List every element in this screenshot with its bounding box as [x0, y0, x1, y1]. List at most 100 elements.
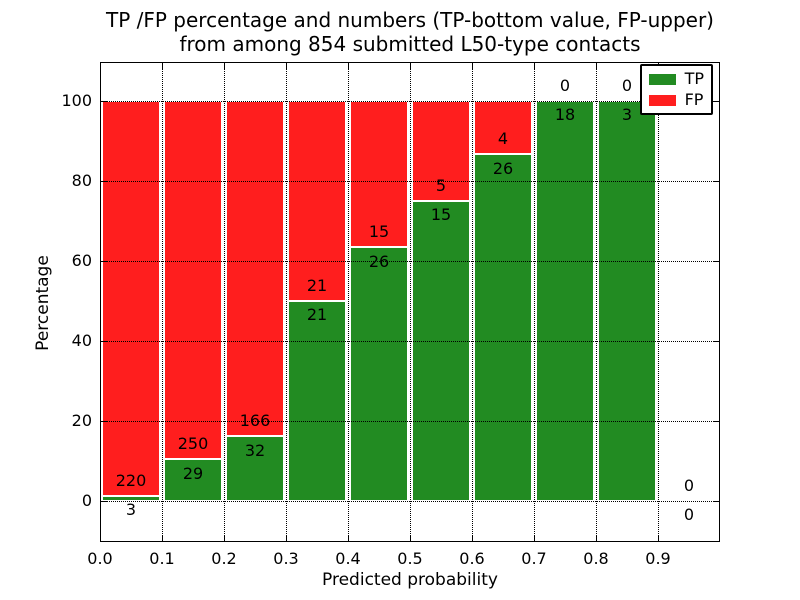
y-axis-tick: [101, 100, 107, 102]
y-tick-label: 20: [71, 411, 92, 430]
x-axis-label: Predicted probability: [322, 570, 498, 590]
fp-count-label: 166: [239, 411, 271, 430]
x-axis-top-tick: [533, 63, 535, 69]
y-tick-label: 0: [81, 491, 92, 510]
x-axis-tick: [347, 535, 349, 541]
tp-count-label: 3: [621, 105, 633, 125]
x-axis-top-tick: [161, 63, 163, 69]
x-axis-top-tick: [99, 63, 101, 69]
y-axis-right-tick: [713, 500, 719, 502]
x-tick-label: 0.4: [335, 549, 361, 568]
x-axis-tick: [223, 535, 225, 541]
x-axis-tick: [595, 535, 597, 541]
x-tick-label: 0.7: [521, 549, 547, 568]
fp-count-label: 5: [435, 175, 447, 195]
tp-count-label: 3: [125, 500, 137, 520]
y-tick-label: 80: [71, 171, 92, 190]
legend-row-tp: TP: [648, 71, 704, 87]
y-axis-tick: [101, 500, 107, 502]
x-axis-top-tick: [471, 63, 473, 69]
tp-bar-segment: [598, 101, 656, 501]
tp-bar-segment: [412, 201, 470, 501]
x-axis-top-tick: [285, 63, 287, 69]
x-axis-tick: [161, 535, 163, 541]
x-axis-tick: [533, 535, 535, 541]
fp-bar-segment: [164, 101, 222, 460]
plot-area: TP FP 0 20 40 60 80 100 0.0 0.1 0.2 0.3 0.4 0.5 0.6 0…: [61, 62, 720, 568]
x-axis-top-tick: [409, 63, 411, 69]
x-axis-top-tick: [223, 63, 225, 69]
legend-row-fp: FP: [648, 90, 704, 109]
fp-count-label: 15: [368, 222, 390, 242]
y-axis-tick: [101, 420, 107, 422]
y-axis-right-tick: [713, 180, 719, 182]
tp-bar-segment: [350, 247, 408, 501]
tp-count-label: 26: [492, 158, 514, 178]
tp-bar-segment: [288, 301, 346, 501]
v-gridline: [595, 62, 597, 542]
x-axis-tick: [285, 535, 287, 541]
tp-bar-segment: [536, 101, 594, 501]
x-tick-label: 0.0: [87, 549, 113, 568]
x-axis-top-tick: [595, 63, 597, 69]
fp-count-label: 0: [683, 475, 695, 495]
tp-count-label: 18: [554, 105, 576, 125]
chart-subtitle: from among 854 submitted L50-type contac…: [179, 32, 641, 56]
fp-count-label: 220: [115, 470, 147, 490]
fp-legend-swatch: [648, 94, 676, 106]
fp-legend-label: FP: [684, 90, 704, 109]
chart-title: TP /FP percentage and numbers (TP-bottom…: [106, 8, 714, 32]
x-axis-tick: [471, 535, 473, 541]
tp-count-label: 29: [182, 463, 204, 483]
chart-title-block: TP /FP percentage and numbers (TP-bottom…: [60, 8, 760, 56]
fp-bar-segment: [474, 101, 532, 155]
v-gridline: [347, 62, 349, 542]
y-axis-tick: [101, 180, 107, 182]
x-tick-label: 0.2: [211, 549, 237, 568]
y-axis-label: Percentage: [33, 255, 53, 351]
tp-count-label: 21: [306, 305, 328, 325]
fp-count-label: 250: [177, 434, 209, 454]
fp-bar-segment: [288, 101, 346, 301]
x-axis-tick: [99, 535, 101, 541]
tp-bar-segment: [226, 436, 284, 501]
y-axis-right-tick: [713, 340, 719, 342]
y-axis-right-tick: [713, 420, 719, 422]
tp-bar-segment: [102, 495, 160, 501]
v-gridline: [471, 62, 473, 542]
tp-bar-segment: [164, 459, 222, 501]
legend: TP FP: [639, 64, 713, 115]
tp-count-label: 0: [683, 505, 695, 525]
v-gridline: [161, 62, 163, 542]
y-tick-label: 60: [71, 251, 92, 270]
y-axis-right-tick: [713, 260, 719, 262]
fp-bar-segment: [350, 101, 408, 248]
x-axis-tick: [409, 535, 411, 541]
y-axis-tick: [101, 340, 107, 342]
fp-count-label: 4: [497, 129, 509, 148]
x-tick-label: 0.8: [583, 549, 609, 568]
tp-count-label: 26: [368, 251, 390, 271]
fp-count-label: 0: [559, 75, 571, 95]
tp-bar-segment: [474, 154, 532, 501]
v-gridline: [409, 62, 411, 542]
v-gridline: [223, 62, 225, 542]
v-gridline: [533, 62, 535, 542]
x-tick-label: 0.6: [459, 549, 485, 568]
y-axis-tick: [101, 260, 107, 262]
x-tick-label: 0.1: [149, 549, 175, 568]
x-axis-top-tick: [347, 63, 349, 69]
fp-count-label: 21: [306, 275, 328, 295]
tp-count-label: 15: [430, 205, 452, 225]
tp-count-label: 32: [244, 440, 266, 460]
fp-count-label: 0: [621, 75, 633, 95]
v-gridline: [285, 62, 287, 542]
x-tick-label: 0.5: [397, 549, 423, 568]
tp-legend-swatch: [648, 73, 676, 85]
x-axis-tick: [657, 535, 659, 541]
v-gridline: [657, 62, 659, 542]
fp-bar-segment: [102, 101, 160, 496]
y-tick-label: 40: [71, 331, 92, 350]
fp-bar-segment: [226, 101, 284, 437]
